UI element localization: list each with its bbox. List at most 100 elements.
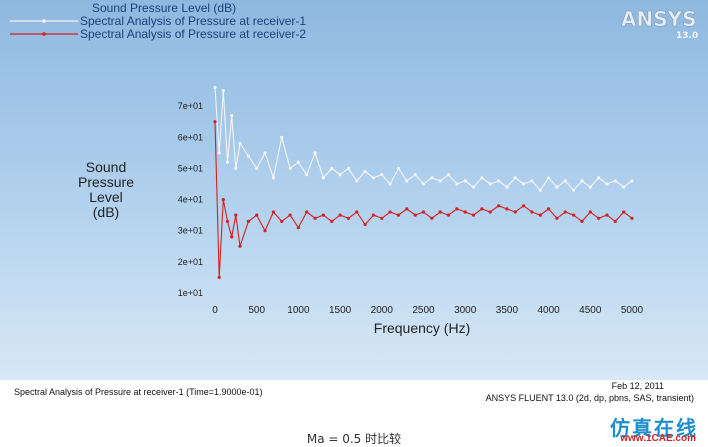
figure-caption: Ma = 0.5 时比较 [306, 432, 402, 446]
data-point [463, 179, 467, 183]
data-point [563, 210, 567, 214]
data-point [296, 160, 300, 164]
data-point [430, 176, 434, 180]
data-point [555, 216, 559, 220]
y-axis-title-line: Sound [86, 159, 126, 175]
x-tick-label: 3000 [454, 305, 477, 316]
data-point [255, 213, 259, 217]
legend-marker-1 [42, 19, 46, 23]
data-point [522, 182, 526, 186]
data-point [572, 213, 576, 217]
legend: Sound Pressure Level (dB)Spectral Analys… [10, 1, 306, 41]
data-point [413, 213, 417, 217]
data-point [396, 166, 401, 170]
data-point [271, 176, 275, 180]
x-tick-label: 5000 [621, 305, 644, 316]
data-point [221, 198, 225, 202]
x-tick-label: 1000 [287, 305, 310, 316]
data-point [530, 179, 534, 183]
data-point [547, 176, 551, 180]
data-point [230, 235, 234, 239]
data-point [288, 213, 292, 217]
data-point [421, 182, 426, 186]
data-point [355, 210, 359, 214]
footer-series-info: Spectral Analysis of Pressure at receive… [14, 387, 263, 397]
data-point [455, 207, 459, 211]
y-tick-label: 2e+01 [178, 257, 203, 267]
data-point [338, 213, 342, 217]
y-tick-label: 4e+01 [178, 195, 203, 205]
data-point [547, 207, 551, 211]
data-point [497, 179, 501, 183]
data-point [597, 216, 601, 220]
data-point [597, 176, 601, 180]
data-point [588, 210, 592, 214]
data-point [288, 166, 292, 170]
data-point [330, 219, 334, 223]
data-point [217, 151, 221, 155]
data-point [630, 179, 634, 183]
data-point [622, 185, 626, 189]
data-point [396, 213, 401, 217]
data-point [213, 120, 217, 124]
data-point [380, 216, 384, 220]
data-point [421, 210, 426, 214]
data-point [622, 210, 626, 214]
data-point [405, 207, 409, 211]
x-tick-label: 3500 [496, 305, 519, 316]
watermark-url: www.1CAE.com [620, 433, 696, 444]
data-point [505, 185, 509, 189]
x-tick-label: 2000 [371, 305, 394, 316]
x-axis-title: Frequency (Hz) [374, 320, 470, 336]
data-point [221, 89, 225, 93]
data-point [263, 229, 267, 233]
data-point [271, 210, 275, 214]
data-point [263, 151, 267, 155]
legend-title: Sound Pressure Level (dB) [92, 1, 236, 15]
data-point [463, 210, 467, 214]
x-tick-label: 1500 [329, 305, 352, 316]
data-point [605, 182, 609, 186]
data-point [522, 204, 526, 208]
x-tick-label: 4500 [579, 305, 602, 316]
data-point [555, 185, 559, 189]
data-point [572, 188, 576, 192]
data-point [371, 176, 376, 180]
data-point [321, 176, 325, 180]
data-point [455, 182, 459, 186]
y-tick-label: 1e+01 [178, 288, 203, 298]
data-point [380, 173, 384, 177]
data-point [413, 173, 417, 177]
x-tick-label: 500 [248, 305, 265, 316]
y-axis-title-line: Pressure [78, 174, 134, 190]
series-line-2 [214, 121, 633, 278]
data-point [563, 179, 567, 183]
footer-date: Feb 12, 2011 [611, 381, 664, 391]
data-point [580, 179, 584, 183]
data-point [346, 216, 350, 220]
spectrum-chart: Sound Pressure Level (dB)Spectral Analys… [0, 0, 708, 380]
data-point [588, 185, 592, 189]
y-tick-label: 7e+01 [178, 101, 203, 111]
data-point [605, 213, 609, 217]
data-point [488, 210, 492, 214]
data-point [338, 173, 342, 177]
data-point [538, 188, 542, 192]
data-point [446, 213, 451, 217]
data-point [388, 210, 392, 214]
data-point [363, 169, 367, 174]
data-point [371, 213, 376, 217]
y-axis-title-line: Level [89, 189, 122, 205]
data-point [388, 182, 392, 186]
data-point [238, 141, 242, 146]
data-point [446, 173, 451, 177]
data-point [497, 204, 501, 208]
plot-area: Sound Pressure Level (dB) Spectral Analys… [0, 0, 708, 380]
x-tick-label: 0 [212, 305, 218, 316]
data-point [305, 210, 309, 214]
footer-solver-info: ANSYS FLUENT 13.0 (2d, dp, pbns, SAS, tr… [485, 393, 694, 403]
watermark-logo: 仿真在线 [610, 416, 698, 440]
y-tick-label: 6e+01 [178, 132, 203, 142]
y-tick-label: 3e+01 [178, 226, 203, 236]
